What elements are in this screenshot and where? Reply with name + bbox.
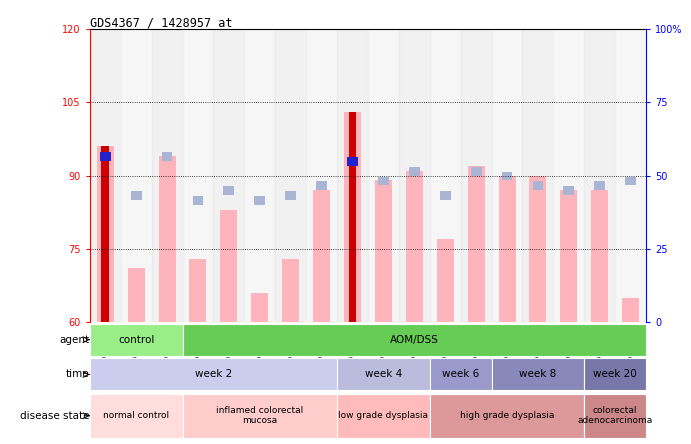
Bar — [430, 394, 585, 438]
Bar — [522, 29, 553, 322]
Text: inflamed colorectal
mucosa: inflamed colorectal mucosa — [216, 406, 303, 425]
Bar — [491, 358, 585, 390]
Bar — [529, 175, 547, 322]
Bar — [368, 29, 399, 322]
Bar — [275, 29, 306, 322]
Text: GDS4367 / 1428957_at: GDS4367 / 1428957_at — [90, 16, 232, 29]
Bar — [471, 167, 482, 175]
Bar — [430, 358, 491, 390]
Bar — [97, 146, 114, 322]
Bar — [439, 191, 451, 200]
Text: week 8: week 8 — [520, 369, 556, 380]
Bar — [245, 29, 275, 322]
Bar — [182, 394, 337, 438]
Bar — [162, 152, 173, 161]
Text: normal control: normal control — [103, 411, 169, 420]
Bar — [347, 157, 358, 166]
Bar — [151, 29, 182, 322]
Bar — [615, 29, 646, 322]
Bar — [585, 394, 646, 438]
Bar — [282, 259, 299, 322]
Text: AOM/DSS: AOM/DSS — [390, 335, 439, 345]
Bar — [306, 29, 337, 322]
Bar — [182, 324, 646, 356]
Bar — [622, 298, 639, 322]
Bar — [223, 186, 234, 195]
Bar — [399, 29, 430, 322]
Bar — [90, 29, 121, 322]
Bar — [90, 394, 182, 438]
Bar — [461, 29, 491, 322]
Bar — [502, 172, 513, 180]
Bar — [409, 167, 419, 175]
Bar — [100, 152, 111, 161]
Bar — [378, 177, 389, 185]
Bar — [159, 156, 176, 322]
Text: week 20: week 20 — [594, 369, 637, 380]
Bar — [468, 166, 484, 322]
Bar — [121, 29, 151, 322]
Bar — [337, 29, 368, 322]
Text: high grade dysplasia: high grade dysplasia — [460, 411, 554, 420]
Bar — [349, 112, 357, 322]
Bar — [193, 196, 203, 205]
Bar — [585, 358, 646, 390]
Bar — [375, 180, 392, 322]
Bar — [491, 29, 522, 322]
Bar — [90, 324, 182, 356]
Bar — [189, 259, 207, 322]
Bar — [337, 394, 430, 438]
Bar — [254, 196, 265, 205]
Text: control: control — [118, 335, 154, 345]
Bar — [214, 29, 245, 322]
Bar — [131, 191, 142, 200]
Bar — [128, 269, 144, 322]
Text: week 2: week 2 — [195, 369, 232, 380]
Text: week 4: week 4 — [365, 369, 402, 380]
Bar — [430, 29, 461, 322]
Text: week 6: week 6 — [442, 369, 480, 380]
Text: disease state: disease state — [20, 411, 89, 421]
Bar — [498, 175, 515, 322]
Bar — [285, 191, 296, 200]
Bar — [594, 182, 605, 190]
Bar — [182, 29, 214, 322]
Bar — [560, 190, 577, 322]
Text: time: time — [66, 369, 89, 380]
Bar — [533, 182, 543, 190]
Bar — [553, 29, 585, 322]
Bar — [563, 186, 574, 195]
Bar — [90, 358, 337, 390]
Bar — [252, 293, 268, 322]
Text: colorectal
adenocarcinoma: colorectal adenocarcinoma — [578, 406, 653, 425]
Bar — [344, 112, 361, 322]
Bar — [585, 29, 615, 322]
Text: low grade dysplasia: low grade dysplasia — [339, 411, 428, 420]
Bar — [102, 146, 109, 322]
Bar — [437, 239, 454, 322]
Text: agent: agent — [59, 335, 89, 345]
Bar — [337, 358, 430, 390]
Bar — [316, 182, 327, 190]
Bar — [591, 190, 608, 322]
Bar — [220, 210, 238, 322]
Bar — [406, 170, 423, 322]
Bar — [313, 190, 330, 322]
Bar — [625, 177, 636, 185]
